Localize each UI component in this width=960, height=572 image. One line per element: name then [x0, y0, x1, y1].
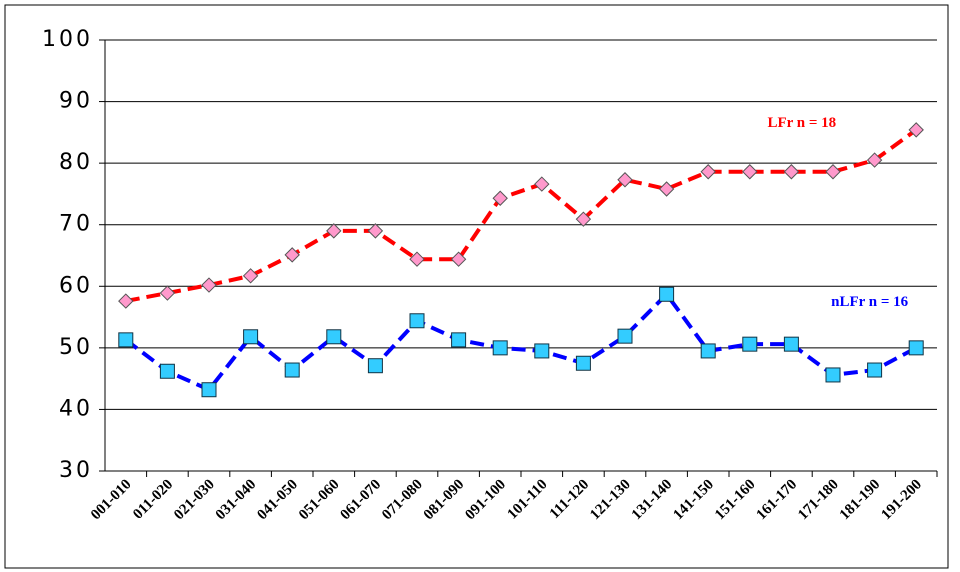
point: [700, 343, 716, 359]
point: [534, 176, 550, 192]
point: [409, 251, 425, 267]
point: [867, 362, 883, 378]
point: [243, 329, 259, 345]
point: [159, 363, 175, 379]
point: [242, 268, 259, 284]
point: [118, 293, 134, 309]
y-tick-label: 50: [59, 335, 93, 360]
y-tick-label: 90: [59, 89, 93, 114]
point: [658, 181, 675, 197]
point: [451, 332, 467, 348]
point: [534, 343, 550, 359]
point: [284, 247, 300, 263]
y-tick-label: 100: [42, 27, 93, 52]
point: [326, 223, 342, 239]
point: [908, 122, 924, 138]
point: [575, 211, 592, 227]
point: [284, 362, 300, 378]
point: [825, 367, 841, 383]
point: [659, 286, 675, 302]
series-label: nLFr n = 16: [831, 294, 909, 310]
y-tick-label: 70: [59, 212, 93, 237]
point: [575, 355, 591, 371]
point: [409, 313, 425, 329]
y-tick-label: 60: [59, 273, 93, 298]
point: [326, 329, 342, 345]
y-tick-label: 80: [59, 150, 93, 175]
y-tick-label: 30: [59, 458, 93, 483]
point: [742, 336, 758, 352]
point: [201, 277, 217, 293]
point: [700, 164, 716, 180]
series-label: LFr n = 18: [767, 115, 836, 131]
point: [742, 164, 758, 180]
point: [866, 152, 883, 168]
point: [492, 190, 508, 206]
point: [908, 340, 924, 356]
point: [159, 285, 176, 301]
point: [118, 332, 134, 348]
point: [783, 336, 799, 352]
point: [367, 223, 384, 239]
point: [492, 340, 508, 356]
point: [450, 251, 467, 267]
point: [617, 328, 633, 344]
y-tick-label: 40: [59, 396, 93, 421]
point: [617, 172, 633, 188]
point: [783, 164, 800, 180]
point: [367, 358, 383, 374]
point: [825, 164, 841, 180]
point: [201, 382, 217, 398]
